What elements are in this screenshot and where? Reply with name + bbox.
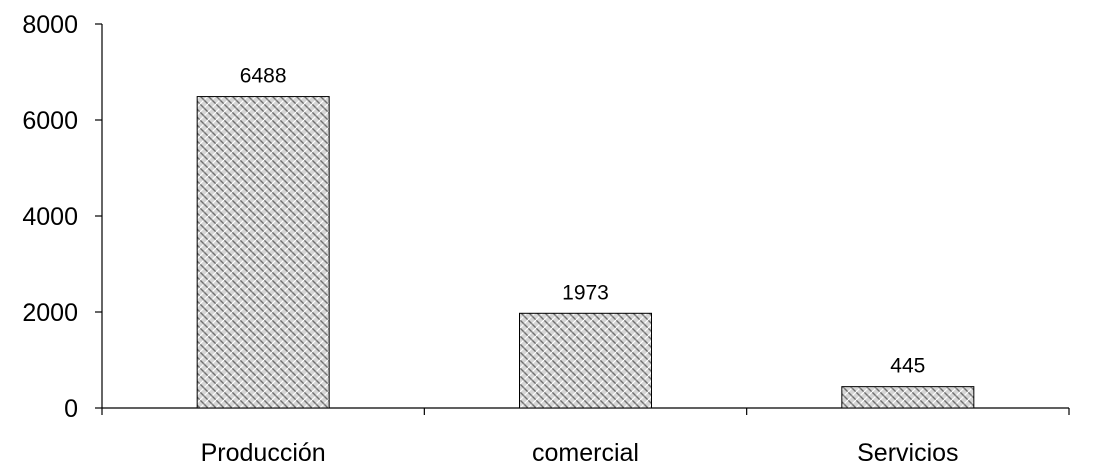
bar-producci-n — [196, 96, 330, 409]
x-category-label: Servicios — [857, 439, 958, 467]
bar-servicios — [841, 386, 975, 409]
x-axis — [101, 407, 1070, 415]
y-tick-label: 4000 — [22, 203, 78, 231]
labels-group: 6488 Producción 1973 comercial 445 Servicios — [201, 65, 959, 467]
data-label: 445 — [890, 355, 925, 378]
y-tick-label: 2000 — [22, 299, 78, 327]
y-tick-label: 8000 — [22, 11, 78, 39]
x-category-label: comercial — [532, 439, 639, 467]
y-tick-label: 6000 — [22, 107, 78, 135]
data-label: 6488 — [240, 65, 287, 88]
y-axis: 0 2000 4000 6000 8000 — [22, 11, 103, 423]
data-label: 1973 — [562, 281, 609, 304]
bars-group — [196, 96, 975, 409]
y-tick-label: 0 — [64, 395, 78, 423]
bar-comercial — [519, 312, 652, 409]
x-category-label: Producción — [201, 439, 326, 467]
